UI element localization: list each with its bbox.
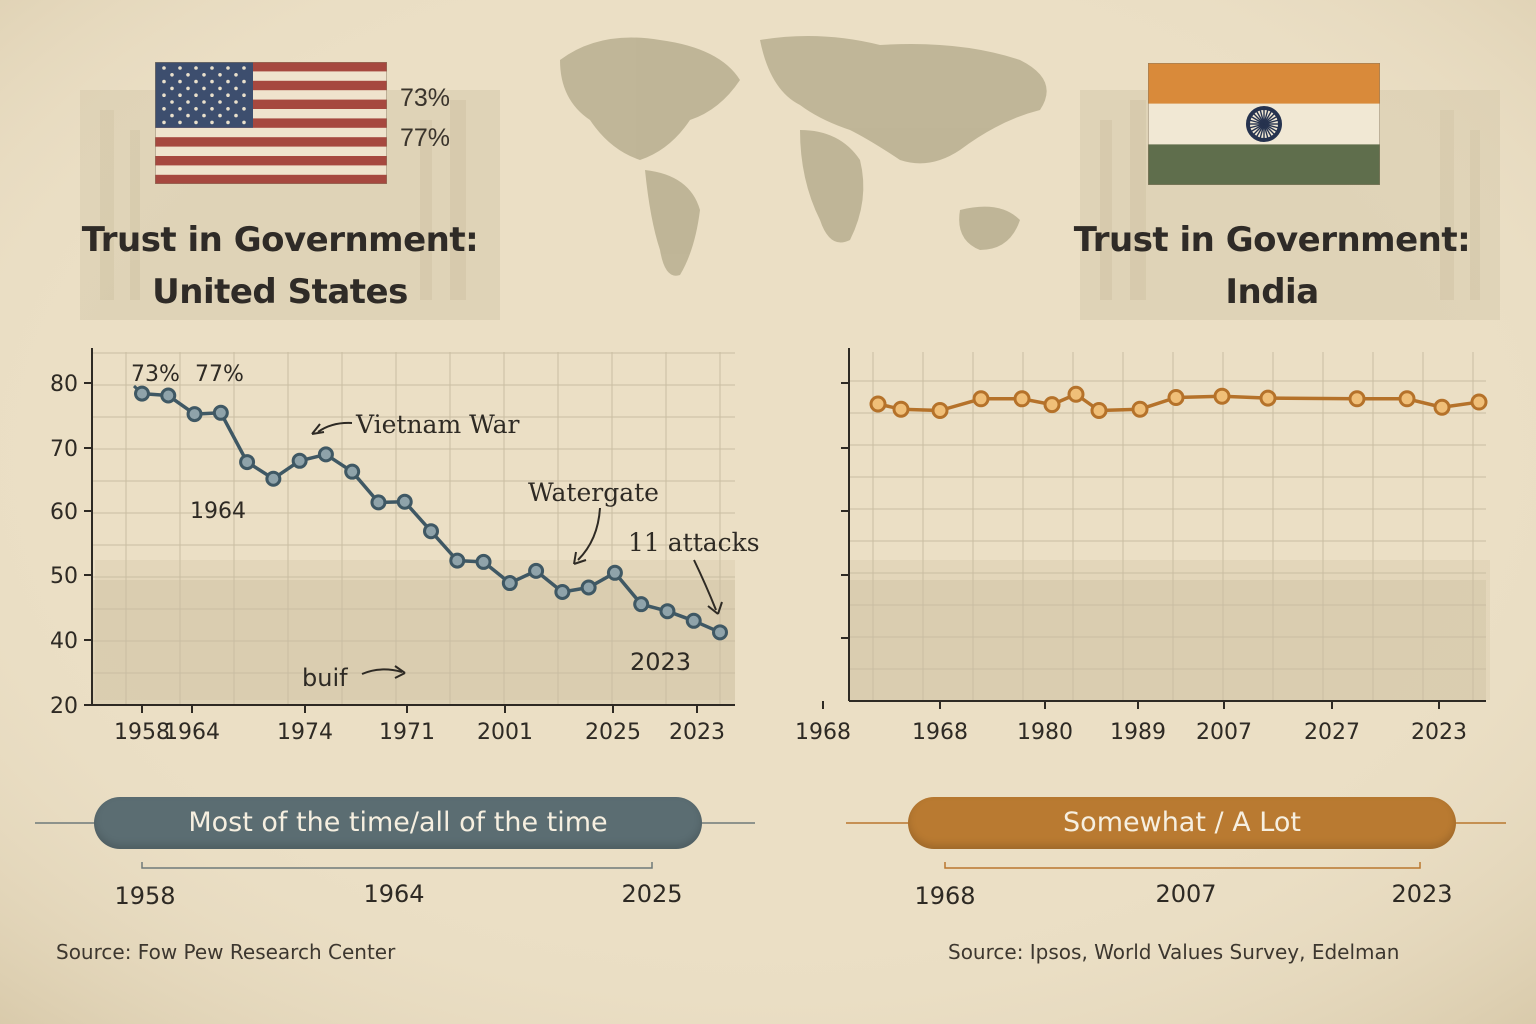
us-x-tick-label: 1971 — [379, 720, 435, 745]
india-x-tick-label: 2007 — [1196, 720, 1252, 745]
india-source-note: Source: Ipsos, World Values Survey, Edel… — [948, 940, 1400, 964]
us-data-point — [659, 603, 676, 620]
india-x-tick-label: 1968 — [912, 720, 968, 745]
us-data-point — [370, 494, 387, 511]
us-legend-label: Most of the time/all of the time — [188, 807, 608, 838]
us-y-tick-label: 40 — [50, 629, 78, 654]
india-data-point — [931, 402, 949, 419]
us-data-point — [449, 552, 466, 569]
us-data-point — [291, 452, 308, 469]
us-data-point — [501, 575, 518, 592]
us-y-tick-label: 80 — [50, 372, 78, 397]
india-x-tick-label: 2027 — [1304, 720, 1360, 745]
india-legend-pill: Somewhat / A Lot — [908, 797, 1456, 849]
india-trust-line-chart: 1968 1968 1980 1989 2007 2027 2023 — [795, 348, 1488, 745]
us-data-point — [554, 584, 571, 600]
india-chart-title: Trust in Government: India — [1012, 214, 1532, 318]
us-data-point — [134, 385, 150, 402]
us-data-point — [423, 523, 439, 540]
us-annotation-77: 77% — [195, 362, 244, 387]
india-data-point — [972, 390, 990, 408]
india-data-point — [1067, 385, 1085, 403]
india-data-point — [1398, 390, 1416, 408]
us-annotation-buif: buif — [302, 664, 348, 692]
us-y-tick-label: 20 — [50, 694, 78, 719]
us-annotation-73: 73% — [131, 362, 180, 387]
us-annotation-2023: 2023 — [630, 648, 691, 676]
us-flag-percent-1: 73% — [400, 84, 451, 112]
us-data-point — [239, 454, 256, 471]
india-flag-icon — [1148, 63, 1380, 185]
us-data-point — [685, 612, 702, 629]
india-data-point — [1348, 390, 1366, 408]
india-x-tick-label: 1968 — [795, 720, 851, 745]
us-data-point — [317, 446, 334, 463]
india-data-point — [1090, 402, 1108, 419]
us-x-tick-label: 1964 — [164, 720, 220, 745]
us-annotation-vietnam-war: Vietnam War — [355, 410, 520, 439]
india-legend-year-end: 2023 — [1391, 880, 1453, 908]
india-legend-year-start: 1968 — [914, 882, 976, 910]
india-title-line2: India — [1225, 272, 1319, 312]
us-data-point — [528, 562, 545, 579]
india-data-point — [869, 395, 887, 413]
india-x-tick-label: 1989 — [1110, 720, 1166, 745]
us-legend-year-end: 2025 — [621, 880, 683, 908]
us-legend-year-mid: 1964 — [363, 880, 425, 908]
india-grid — [849, 352, 1486, 701]
us-chart-title: Trust in Government: United States — [20, 214, 540, 318]
us-shaded-area — [92, 580, 735, 705]
us-data-point — [580, 579, 597, 596]
us-title-line1: Trust in Government: — [81, 220, 479, 260]
india-data-point — [1013, 390, 1031, 408]
us-data-point — [160, 387, 177, 404]
us-y-tick-label: 50 — [50, 564, 78, 589]
india-data-point — [892, 400, 910, 418]
india-data-point — [1213, 387, 1231, 405]
us-data-point — [212, 404, 229, 421]
us-y-tick-label: 60 — [50, 500, 78, 525]
india-data-point — [1259, 389, 1277, 407]
us-title-line2: United States — [152, 272, 408, 312]
india-data-point — [1167, 389, 1185, 406]
india-title-line1: Trust in Government: — [1073, 220, 1471, 260]
us-x-tick-label: 1958 — [114, 720, 170, 745]
us-data-point — [396, 493, 413, 510]
india-data-point — [1043, 396, 1061, 414]
india-legend-label: Somewhat / A Lot — [1063, 807, 1301, 838]
us-x-tick-label: 2025 — [585, 720, 641, 745]
us-flag-icon — [155, 62, 387, 184]
us-x-tick-label: 2001 — [477, 720, 533, 745]
us-data-point — [265, 470, 282, 487]
us-data-point — [606, 564, 623, 581]
india-x-tick-label: 1980 — [1017, 720, 1073, 745]
us-y-tick-label: 70 — [50, 437, 78, 462]
india-shaded-area — [849, 580, 1486, 701]
us-annotation-watergate: Watergate — [528, 478, 659, 507]
us-flag-percent-2: 77% — [400, 124, 451, 152]
us-data-point — [712, 624, 728, 641]
india-data-point — [1470, 393, 1488, 411]
us-data-point — [633, 596, 650, 613]
india-series-line — [877, 392, 1480, 413]
us-annotation-1964: 1964 — [190, 499, 246, 524]
india-legend-year-mid: 2007 — [1155, 880, 1217, 908]
us-legend-pill: Most of the time/all of the time — [94, 797, 702, 849]
india-data-point — [1433, 398, 1451, 416]
us-data-point — [186, 406, 203, 423]
us-x-tick-label: 1974 — [277, 720, 333, 745]
us-data-point — [344, 463, 361, 480]
us-source-note: Source: Fow Pew Research Center — [56, 940, 396, 964]
us-data-point — [475, 553, 492, 570]
india-data-point — [1131, 400, 1149, 418]
us-annotation-arrows — [311, 421, 723, 679]
us-annotation-11-attacks: 11 attacks — [628, 528, 760, 557]
us-x-tick-label: 2023 — [669, 720, 725, 745]
us-legend-year-start: 1958 — [114, 882, 176, 910]
india-x-tick-label: 2023 — [1411, 720, 1467, 745]
